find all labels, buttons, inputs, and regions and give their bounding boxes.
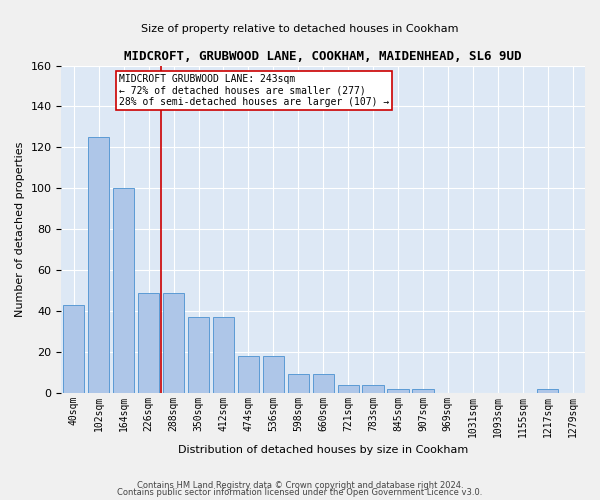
Bar: [238, 356, 259, 393]
Bar: [113, 188, 134, 393]
Bar: [263, 356, 284, 393]
Text: Contains HM Land Registry data © Crown copyright and database right 2024.: Contains HM Land Registry data © Crown c…: [137, 480, 463, 490]
Text: Size of property relative to detached houses in Cookham: Size of property relative to detached ho…: [141, 24, 459, 34]
Bar: [412, 388, 434, 393]
Bar: [287, 374, 309, 393]
Title: MIDCROFT, GRUBWOOD LANE, COOKHAM, MAIDENHEAD, SL6 9UD: MIDCROFT, GRUBWOOD LANE, COOKHAM, MAIDEN…: [124, 50, 522, 63]
Text: MIDCROFT GRUBWOOD LANE: 243sqm
← 72% of detached houses are smaller (277)
28% of: MIDCROFT GRUBWOOD LANE: 243sqm ← 72% of …: [119, 74, 389, 107]
Bar: [362, 384, 383, 393]
Bar: [63, 305, 85, 393]
Bar: [163, 292, 184, 393]
Bar: [338, 384, 359, 393]
Bar: [138, 292, 159, 393]
Bar: [213, 317, 234, 393]
Bar: [537, 388, 558, 393]
Y-axis label: Number of detached properties: Number of detached properties: [15, 142, 25, 317]
Bar: [88, 137, 109, 393]
Bar: [313, 374, 334, 393]
Bar: [188, 317, 209, 393]
Text: Contains public sector information licensed under the Open Government Licence v3: Contains public sector information licen…: [118, 488, 482, 497]
Bar: [388, 388, 409, 393]
X-axis label: Distribution of detached houses by size in Cookham: Distribution of detached houses by size …: [178, 445, 469, 455]
